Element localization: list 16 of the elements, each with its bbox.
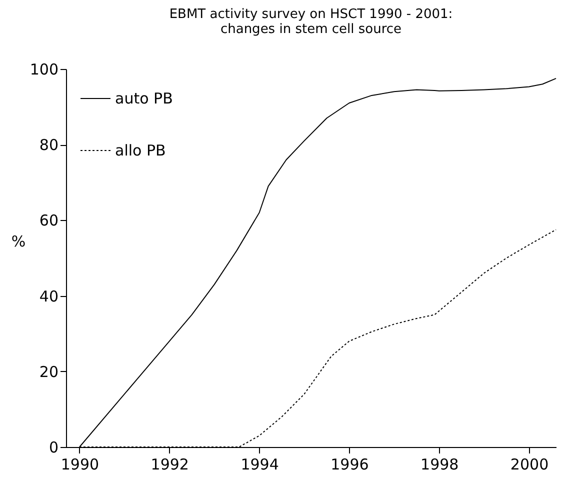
y-tick-label: 100	[30, 60, 58, 78]
x-tick-label: 1996	[330, 456, 369, 474]
x-tick-label: 1990	[60, 456, 100, 474]
legend-label: allo PB	[115, 142, 166, 160]
x-tick-label: 1998	[420, 456, 459, 474]
y-tick-label: 0	[48, 438, 58, 456]
legend-label: auto PB	[115, 90, 173, 108]
x-tick-label: 1992	[150, 456, 189, 474]
x-tick-label: 1994	[240, 456, 279, 474]
chart-title: EBMT activity survey on HSCT 1990 - 2001: changes in stem cell source	[169, 7, 453, 37]
y-tick-label: 20	[39, 362, 58, 381]
y-axis-title: %	[11, 232, 26, 250]
y-tick-label: 80	[39, 136, 58, 154]
y-tick-label: 40	[39, 287, 58, 306]
y-tick-label: 60	[39, 212, 58, 230]
x-tick-label: 2000	[510, 456, 549, 474]
